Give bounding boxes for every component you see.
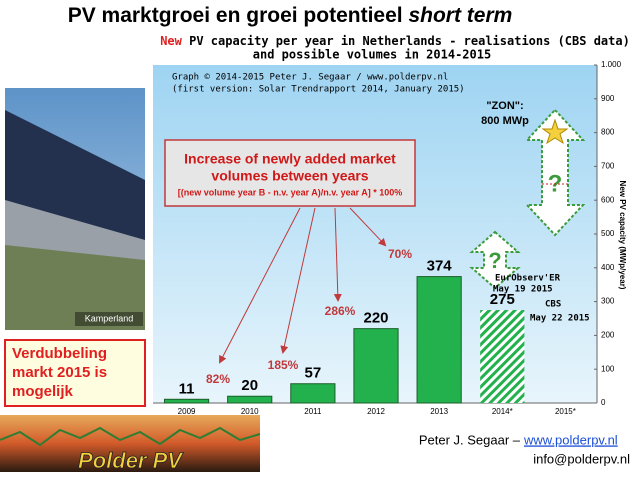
y-tick-label: 900 xyxy=(601,94,615,103)
y-tick-label: 500 xyxy=(601,229,615,238)
value-label: 20 xyxy=(241,377,258,394)
formula-box xyxy=(164,139,416,207)
y-tick-label: 300 xyxy=(601,297,615,306)
bar xyxy=(163,398,210,404)
growth-label: 70% xyxy=(388,247,412,261)
credit: Graph © 2014-2015 Peter J. Segaar / www.… xyxy=(172,73,448,83)
box-text: volumes between years xyxy=(211,168,368,184)
photo xyxy=(5,88,145,330)
x-tick-label: 2015* xyxy=(555,407,576,416)
annotation: May 22 2015 xyxy=(530,314,590,324)
x-tick-label: 2009 xyxy=(178,407,196,416)
growth-arrows xyxy=(219,207,387,364)
y-tick-label: 100 xyxy=(601,364,615,373)
note-line: mogelijk xyxy=(12,383,74,400)
annotation: "ZON": xyxy=(486,100,523,112)
chart-subtitle: and possible volumes in 2014-2015 xyxy=(253,48,491,62)
annotation: CBS xyxy=(545,300,561,310)
photo-caption: Kamperland xyxy=(85,313,134,323)
target-arrows xyxy=(469,108,586,290)
footer-url[interactable]: www.polderpv.nl xyxy=(523,432,618,447)
growth-label: 185% xyxy=(268,358,299,372)
slide-title: PV marktgroei en groei potentieel short … xyxy=(68,4,513,27)
x-tick-label: 2010 xyxy=(241,407,259,416)
value-label: 374 xyxy=(427,258,453,275)
value-label: 57 xyxy=(305,365,322,382)
box-text: Increase of newly added market xyxy=(184,151,396,167)
y-tick-label: 0 xyxy=(601,398,606,407)
chart-title: New PV capacity per year in Netherlands … xyxy=(160,34,630,48)
footer-email: info@polderpv.nl xyxy=(533,451,630,466)
question-mark: ? xyxy=(488,248,501,273)
y-axis-label: New PV capacity (MWp/year) xyxy=(618,181,627,290)
x-tick-label: 2013 xyxy=(430,407,448,416)
bar xyxy=(480,310,525,403)
value-label: 11 xyxy=(179,380,195,397)
annotation: May 19 2015 xyxy=(493,285,553,295)
growth-label: 82% xyxy=(206,372,230,386)
note-line: Verdubbeling xyxy=(12,345,107,362)
star xyxy=(541,118,569,145)
bar xyxy=(290,383,336,404)
annotation: EurObserv'ER xyxy=(495,274,561,284)
y-tick-label: 600 xyxy=(601,195,615,204)
y-tick-label: 700 xyxy=(601,162,615,171)
logo-text: Polder PV xyxy=(78,448,184,472)
x-tick-label: 2012 xyxy=(367,407,385,416)
bar xyxy=(353,328,399,404)
y-tick-label: 400 xyxy=(601,263,615,272)
annotation: 800 MWp xyxy=(481,115,529,127)
footer-author: Peter J. Segaar – xyxy=(419,432,521,447)
growth-label: 286% xyxy=(325,304,356,318)
x-tick-label: 2011 xyxy=(304,407,322,416)
logo xyxy=(0,415,261,472)
value-label: 275 xyxy=(490,291,515,308)
note-box xyxy=(4,339,146,407)
x-tick-label: 2014* xyxy=(492,407,513,416)
y-tick-label: 200 xyxy=(601,331,615,340)
credit: (first version: Solar Trendrapport 2014,… xyxy=(172,85,465,95)
value-label: 220 xyxy=(363,310,388,327)
box-text: [(new volume year B - n.v. year A)/n.v. … xyxy=(178,187,403,197)
bar xyxy=(227,395,273,404)
note-line: markt 2015 is xyxy=(12,364,107,381)
y-tick-label: 800 xyxy=(601,128,615,137)
y-tick-label: 1.000 xyxy=(601,60,622,69)
bar xyxy=(416,276,462,404)
